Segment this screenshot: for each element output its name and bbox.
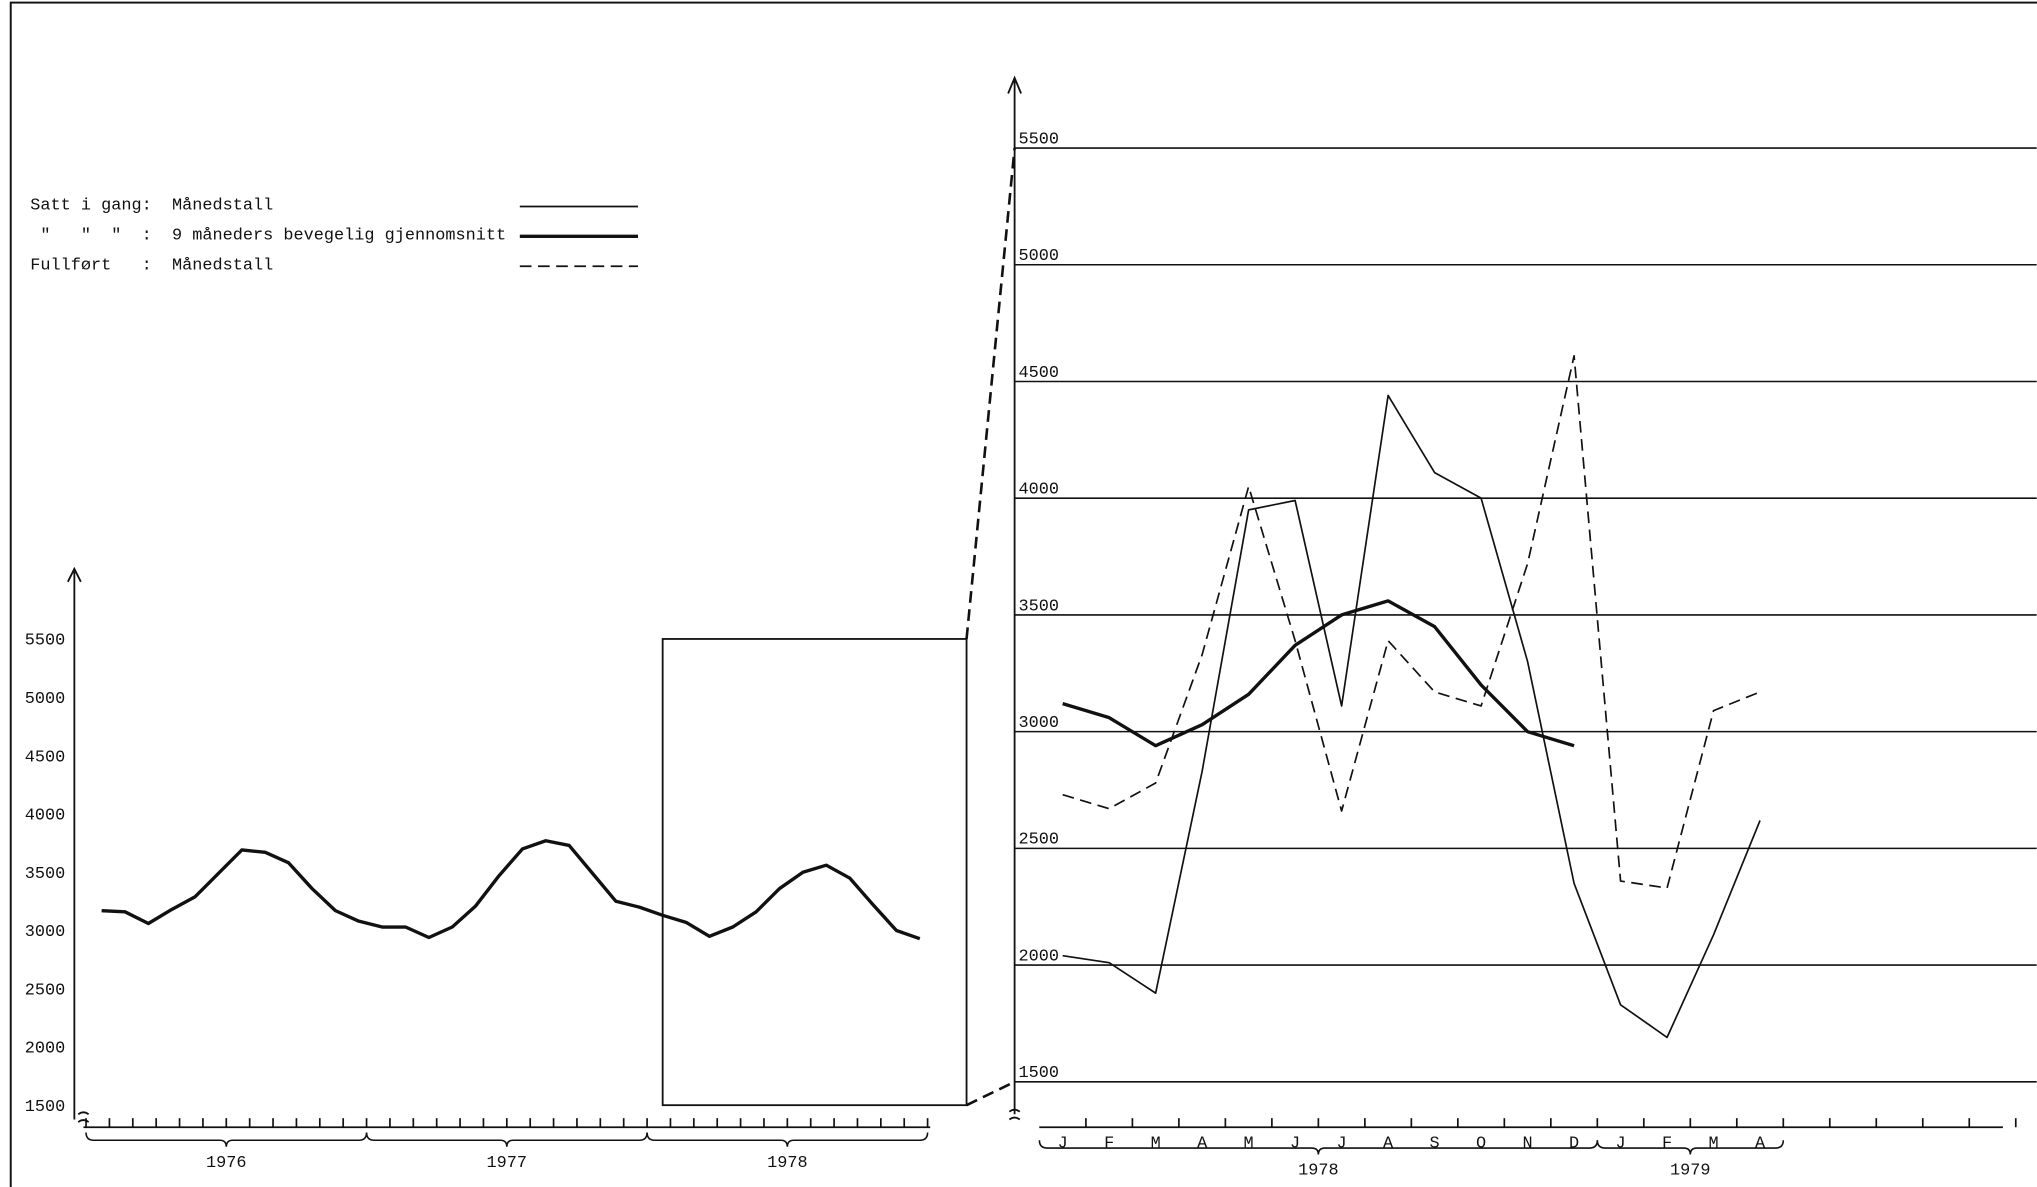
legend-label: Fullført : Månedstall <box>30 256 273 275</box>
x-tick-label: O <box>1476 1134 1486 1153</box>
y-axis <box>67 566 82 1120</box>
y-tick-label: 5500 <box>25 632 66 651</box>
x-tick-label: J <box>1058 1134 1068 1153</box>
connector <box>965 1080 1016 1107</box>
y-tick-label: 5500 <box>1019 130 1060 149</box>
y-tick-label: 3500 <box>25 865 66 884</box>
x-tick-label: A <box>1755 1134 1766 1153</box>
data-line <box>1062 394 1761 1039</box>
x-tick-label: J <box>1337 1134 1347 1153</box>
y-tick-label: 2000 <box>1019 947 1060 966</box>
year-label: 1978 <box>767 1154 808 1173</box>
year-label: 1976 <box>206 1154 247 1173</box>
x-tick-label: N <box>1523 1134 1533 1153</box>
year-brace <box>1038 1140 1599 1155</box>
x-tick-label: S <box>1430 1134 1440 1153</box>
x-tick-label: M <box>1708 1134 1718 1153</box>
y-tick-label: 4500 <box>25 748 66 767</box>
x-tick-label: D <box>1569 1134 1579 1153</box>
y-tick-label: 2000 <box>25 1040 66 1059</box>
x-axis <box>77 1111 931 1129</box>
x-tick-label: J <box>1290 1134 1300 1153</box>
legend-label: Satt i gang: Månedstall <box>30 197 273 216</box>
y-tick-label: 1500 <box>25 1098 66 1117</box>
x-tick-label: A <box>1197 1134 1208 1153</box>
x-tick-label: M <box>1244 1134 1254 1153</box>
y-tick-label: 2500 <box>1019 831 1060 850</box>
y-tick-label: 5000 <box>1019 247 1060 266</box>
y-tick-label: 2500 <box>25 981 66 1000</box>
y-tick-label: 4000 <box>25 807 66 826</box>
connector <box>965 147 1016 640</box>
y-tick-label: 1500 <box>1019 1064 1060 1083</box>
y-tick-label: 3000 <box>1019 714 1060 733</box>
y-axis <box>1007 75 1022 1121</box>
frame <box>9 1 2037 1187</box>
x-tick-label: F <box>1104 1134 1114 1153</box>
y-tick-label: 4000 <box>1019 481 1060 500</box>
x-tick-label: F <box>1662 1134 1672 1153</box>
y-tick-label: 5000 <box>25 690 66 709</box>
y-tick-label: 3000 <box>25 923 66 942</box>
y-tick-label: 3500 <box>1019 597 1060 616</box>
zoom-box <box>661 638 968 1107</box>
year-brace <box>1596 1140 1785 1155</box>
data-line <box>1062 599 1575 748</box>
x-tick-label: M <box>1151 1134 1161 1153</box>
x-tick-label: A <box>1383 1134 1394 1153</box>
year-label: 1977 <box>487 1154 528 1173</box>
year-brace <box>646 1132 929 1147</box>
x-tick-label: J <box>1616 1134 1626 1153</box>
legend-label: " " " : 9 måneders bevegelig gjennomsnit… <box>30 227 506 246</box>
data-line <box>101 839 921 941</box>
year-label: 1978 <box>1298 1162 1339 1181</box>
year-brace <box>365 1132 648 1147</box>
year-brace <box>85 1132 368 1147</box>
data-line <box>1062 354 1761 889</box>
year-label: 1979 <box>1670 1162 1711 1181</box>
legend: Satt i gang: Månedstall " " " : 9 månede… <box>30 197 638 275</box>
y-tick-label: 4500 <box>1019 364 1060 383</box>
